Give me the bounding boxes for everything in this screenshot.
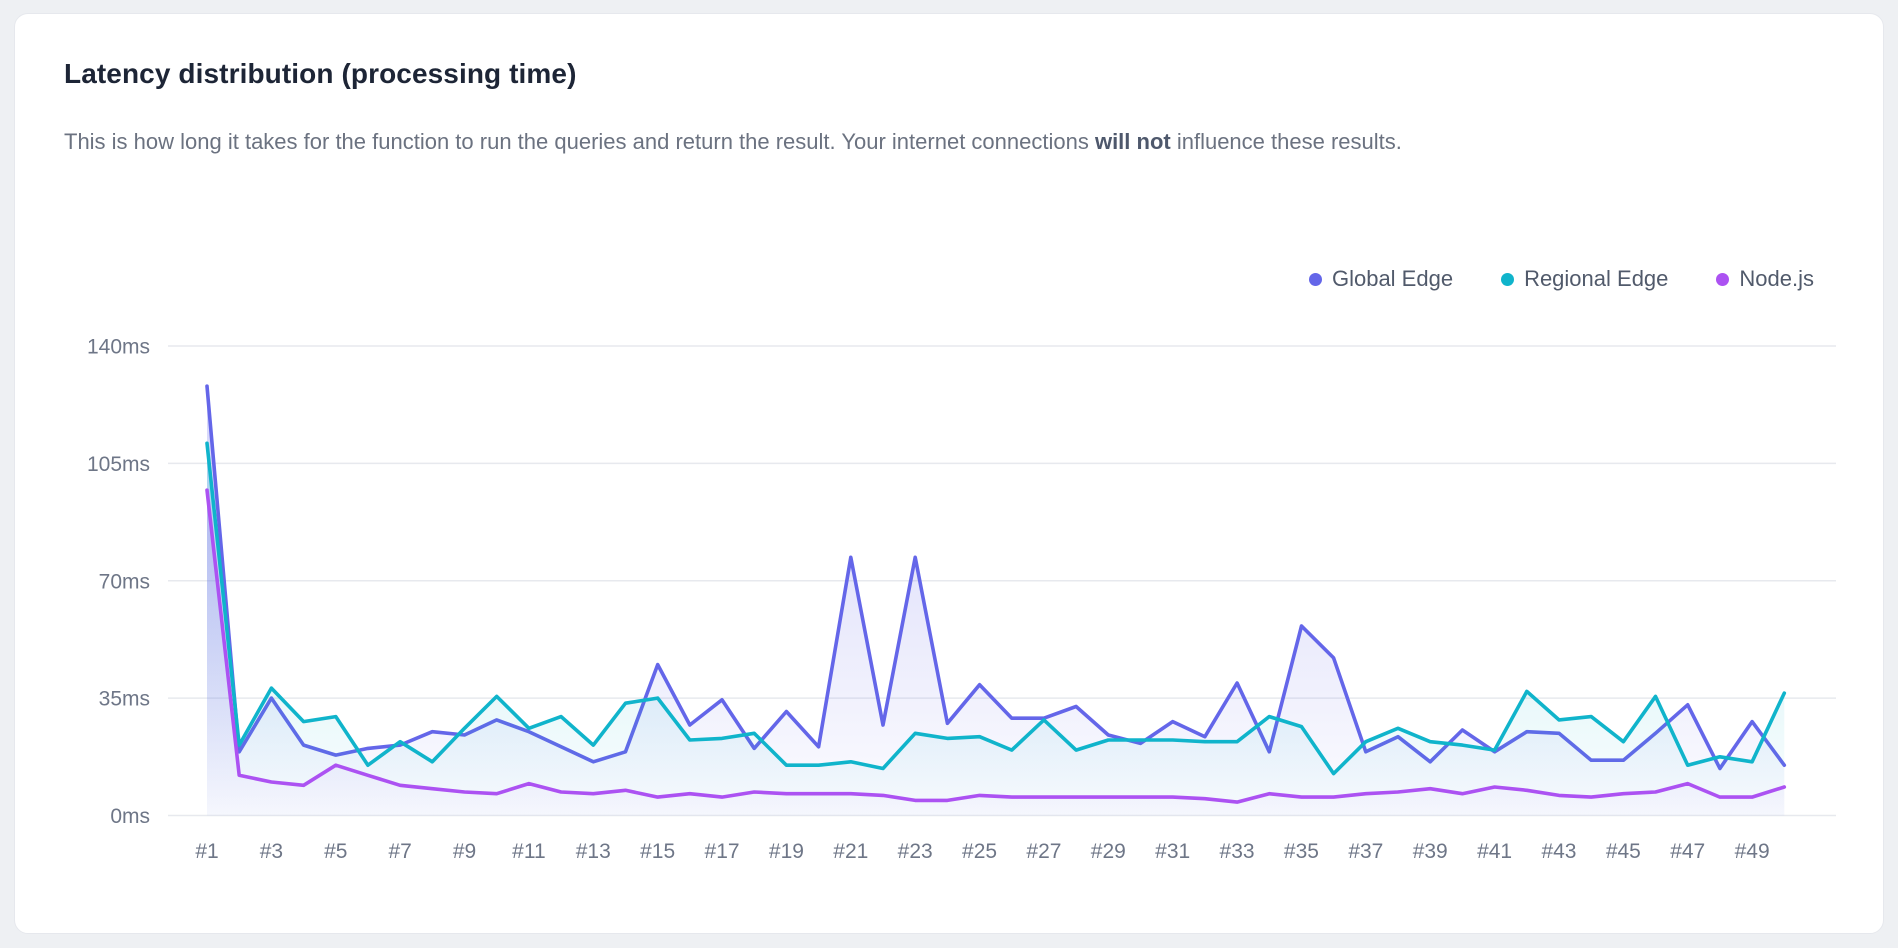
series-line-regional-edge <box>205 441 1787 776</box>
y-tick-label: 0ms <box>110 805 150 828</box>
x-tick-label: #17 <box>705 840 740 863</box>
x-tick-label: #47 <box>1670 840 1705 863</box>
x-tick-label: #21 <box>833 840 868 863</box>
x-tick-label: #5 <box>324 840 347 863</box>
legend-dot-icon <box>1308 272 1322 286</box>
legend-item-node-js[interactable]: Node.js <box>1716 266 1814 292</box>
x-tick-label: #45 <box>1606 840 1641 863</box>
subtitle-text-after: influence these results. <box>1170 129 1402 154</box>
series-area-node-js <box>207 490 1785 816</box>
legend-label: Regional Edge <box>1524 266 1669 291</box>
x-tick-label: #37 <box>1348 840 1383 863</box>
x-tick-label: #41 <box>1477 840 1512 863</box>
x-tick-label: #23 <box>898 840 933 863</box>
x-tick-label: #1 <box>195 840 218 863</box>
y-tick-label: 70ms <box>99 570 150 593</box>
x-tick-label: #15 <box>640 840 675 863</box>
subtitle-bold-text: will not <box>1094 129 1171 154</box>
x-tick-label: #13 <box>576 840 611 863</box>
series-area-regional-edge <box>207 443 1785 816</box>
card-title: Latency distribution (processing time) <box>64 58 577 89</box>
legend-item-global-edge[interactable]: Global Edge <box>1308 266 1454 292</box>
x-tick-label: #35 <box>1284 840 1319 863</box>
subtitle-text: This is how long it takes for the functi… <box>64 129 1095 154</box>
card-subtitle: This is how long it takes for the functi… <box>64 121 1484 162</box>
x-tick-label: #39 <box>1413 840 1448 863</box>
x-tick-label: #43 <box>1541 840 1576 863</box>
y-tick-label: 35ms <box>99 688 150 711</box>
x-tick-label: #11 <box>512 840 545 863</box>
x-tick-label: #29 <box>1091 840 1126 863</box>
x-tick-label: #31 <box>1155 840 1190 863</box>
series-line-node-js <box>205 488 1787 804</box>
x-tick-label: #3 <box>260 840 283 863</box>
x-tick-label: #25 <box>962 840 997 863</box>
x-tick-label: #33 <box>1220 840 1255 863</box>
legend-dot-icon <box>1501 272 1515 286</box>
x-tick-label: #49 <box>1735 840 1770 863</box>
chart-legend: Global Edge Regional Edge Node.js <box>1308 266 1814 292</box>
y-tick-label: 140ms <box>87 336 150 359</box>
legend-dot-icon <box>1716 272 1730 286</box>
legend-label: Global Edge <box>1331 266 1454 291</box>
legend-item-regional-edge[interactable]: Regional Edge <box>1501 266 1668 292</box>
x-tick-label: #27 <box>1026 840 1061 863</box>
legend-label: Node.js <box>1739 266 1814 291</box>
y-tick-label: 105ms <box>87 453 150 476</box>
x-tick-label: #19 <box>769 840 804 863</box>
x-tick-label: #9 <box>453 840 476 863</box>
x-tick-label: #7 <box>388 840 411 863</box>
